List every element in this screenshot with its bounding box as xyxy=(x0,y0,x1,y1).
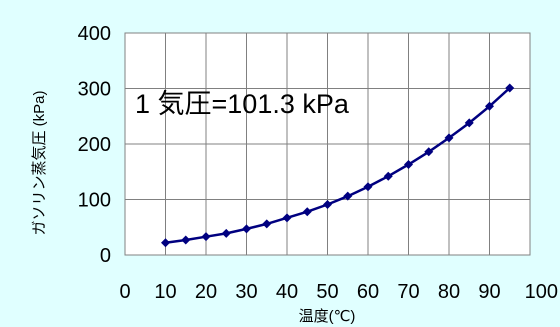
x-tick-label: 60 xyxy=(357,281,379,303)
data-point-marker xyxy=(201,232,211,242)
data-point-marker xyxy=(485,101,494,111)
y-tick-label: 400 xyxy=(78,23,111,45)
x-tick-label: 50 xyxy=(316,281,338,303)
data-point-marker xyxy=(221,228,231,238)
data-point-marker xyxy=(262,219,272,229)
series-markers xyxy=(161,83,515,248)
y-axis-title: ガソリン蒸気圧 (kPa) xyxy=(31,90,48,235)
data-point-marker xyxy=(444,133,454,143)
data-point-marker xyxy=(505,83,515,93)
x-tick-label: 30 xyxy=(235,281,257,303)
x-tick-label: 0 xyxy=(119,281,130,303)
data-point-marker xyxy=(343,191,353,201)
y-tick-label: 0 xyxy=(100,245,111,267)
x-tick-label: 100 xyxy=(525,281,558,303)
x-tick-label: 40 xyxy=(276,281,298,303)
pressure-annotation: 1 気圧=101.3 kPa xyxy=(135,89,350,119)
grid-lines xyxy=(125,33,530,255)
y-tick-label: 200 xyxy=(78,134,111,156)
x-tick-label: 90 xyxy=(478,281,500,303)
x-tick-labels: 0 10 20 30 40 50 60 70 80 90 100 xyxy=(119,281,558,303)
x-tick-label: 20 xyxy=(195,281,217,303)
data-point-marker xyxy=(181,235,191,245)
data-point-marker xyxy=(242,224,251,234)
y-tick-label: 100 xyxy=(78,190,111,212)
data-point-marker xyxy=(383,171,393,181)
x-tick-label: 10 xyxy=(154,281,176,303)
data-point-marker xyxy=(323,199,332,209)
data-point-marker xyxy=(302,207,312,217)
x-tick-label: 70 xyxy=(397,281,419,303)
data-point-marker xyxy=(464,118,474,128)
x-axis-title: 温度(℃) xyxy=(299,308,356,325)
data-point-marker xyxy=(282,213,292,223)
y-tick-label: 300 xyxy=(78,79,111,101)
x-tick-label: 80 xyxy=(438,281,460,303)
y-tick-labels: 0 100 200 300 400 xyxy=(78,23,111,267)
data-point-marker xyxy=(404,160,413,170)
data-point-marker xyxy=(161,238,170,248)
data-point-marker xyxy=(363,182,373,192)
data-point-marker xyxy=(424,147,434,157)
